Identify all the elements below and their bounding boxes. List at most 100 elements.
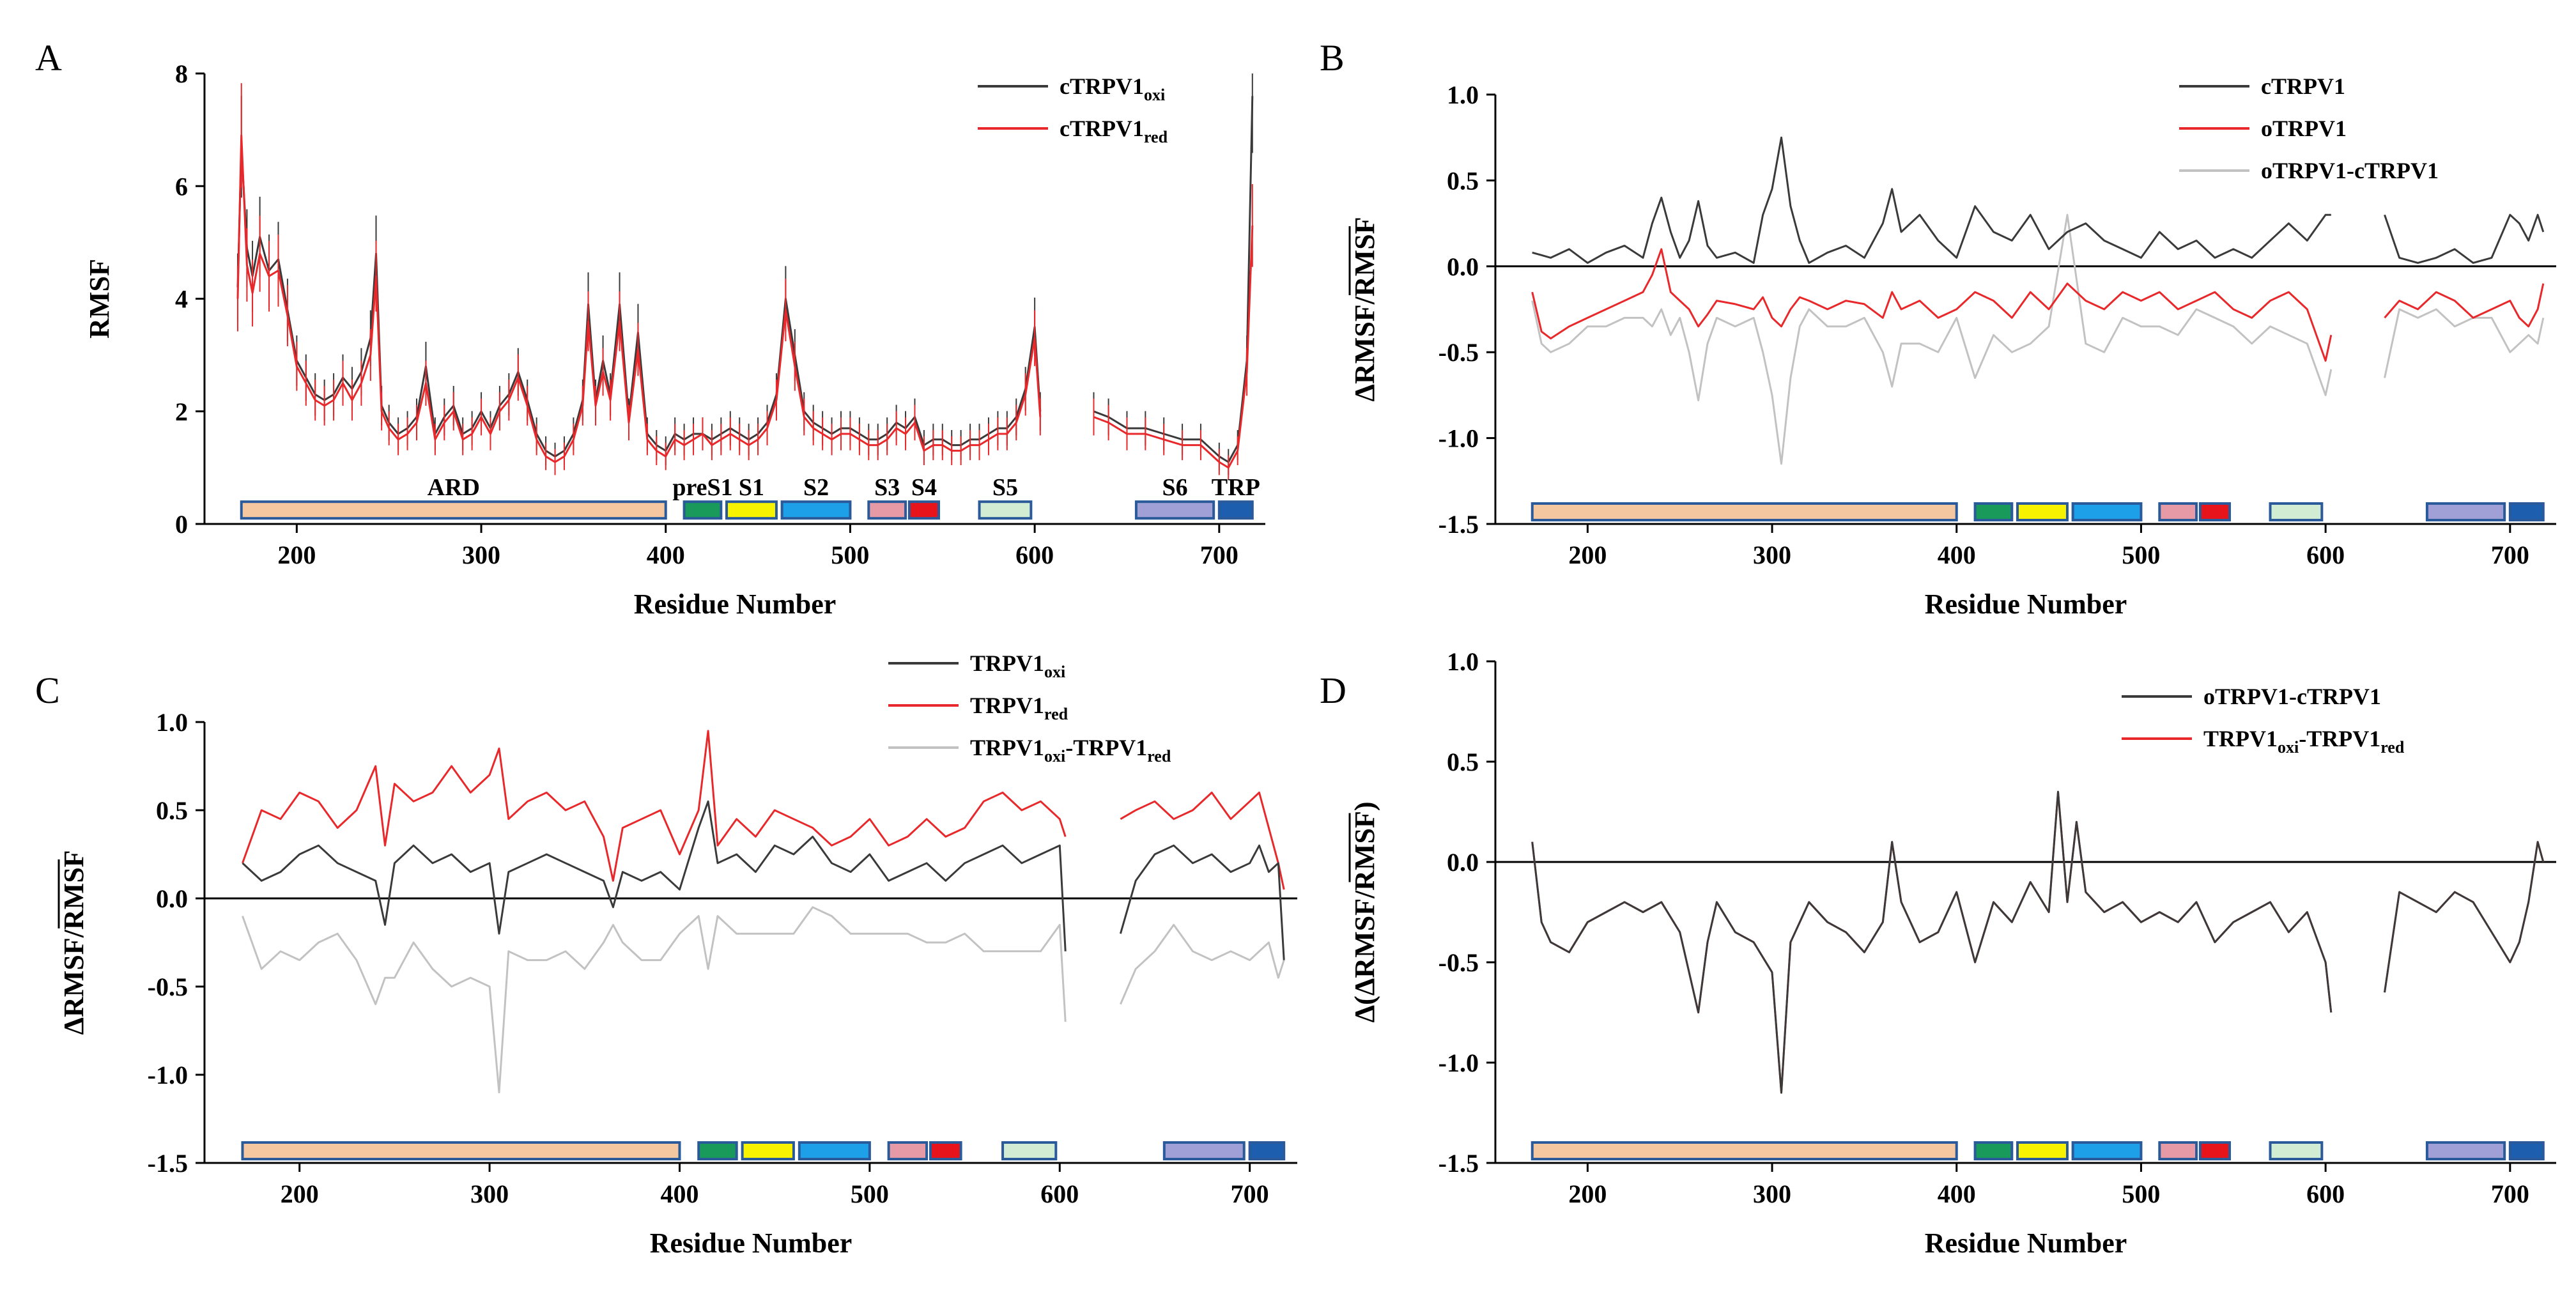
x-tick-label: 300 (470, 1180, 509, 1208)
x-tick-label: 600 (1015, 541, 1054, 569)
domain-bar-s6 (1134, 500, 1215, 520)
y-tick-label: 1.0 (156, 708, 188, 737)
domain-bar-trp (1248, 1141, 1286, 1160)
domain-bar-s4 (2198, 502, 2232, 521)
panel-letter: C (35, 670, 60, 711)
x-tick-label: 300 (1753, 541, 1791, 569)
domain-bar-s1 (2016, 502, 2069, 521)
domain-bar-s1 (725, 500, 778, 520)
x-axis-title: Residue Number (634, 588, 837, 620)
y-tick-label: 8 (175, 59, 188, 88)
legend-entry: TRPV1oxi-TRPV1red (2203, 726, 2405, 757)
x-tick-label: 400 (1938, 1180, 1976, 1208)
series-line (242, 800, 1285, 960)
legend-entry: TRPV1red (970, 693, 1068, 723)
domain-bar-trp (2508, 1141, 2545, 1160)
domain-bar-s1 (741, 1141, 795, 1160)
legend-entry: oTRPV1-cTRPV1 (2261, 158, 2439, 183)
legend-entry: TRPV1oxi-TRPV1red (970, 735, 1171, 765)
panel-d: D 200 300 400 500 600 700 -1.5 -1.0 -0.5 0.0 0.5 1.0… (1320, 647, 2556, 1259)
legend-entry: cTRPV1red (1060, 116, 1168, 146)
domain-bar-trp (1217, 500, 1254, 520)
x-tick-label: 500 (2122, 1180, 2160, 1208)
x-tick-label: 200 (281, 1180, 319, 1208)
domain-bar-s2 (780, 500, 852, 520)
y-tick-label: 0.0 (1447, 252, 1479, 281)
x-tick-label: 500 (851, 1180, 889, 1208)
y-tick-label: 0 (175, 510, 188, 539)
domain-bar-ard (1531, 502, 1958, 521)
y-axis-title: Δ(ΔRMSF/RMSF) (1349, 801, 1380, 1022)
domain-bar-s3 (887, 1141, 929, 1160)
domain-bar-pres1 (1973, 502, 2014, 521)
y-tick-label: 0.0 (156, 884, 188, 913)
series-line (1531, 213, 2545, 465)
x-tick-label: 400 (1938, 541, 1976, 569)
x-tick-label: 700 (2491, 1180, 2529, 1208)
y-tick-label: 4 (175, 285, 188, 314)
x-tick-label: 700 (2491, 541, 2529, 569)
x-tick-label: 500 (2122, 541, 2160, 569)
panel-letter: A (35, 37, 62, 79)
domain-bar-s5 (2269, 502, 2324, 521)
domain-bar-ard (241, 1141, 681, 1160)
domain-bar-s4 (929, 1141, 962, 1160)
series-line (1532, 136, 2545, 264)
domain-label-s1: S1 (739, 474, 764, 501)
x-tick-label: 500 (831, 541, 869, 569)
domain-label-pres1: preS1 (672, 474, 732, 501)
y-tick-label: -1.5 (1438, 1149, 1479, 1178)
x-tick-label: 200 (1568, 541, 1607, 569)
domain-label-s3: S3 (874, 474, 900, 501)
domain-label-s6: S6 (1162, 474, 1187, 501)
x-tick-label: 600 (2306, 1180, 2345, 1208)
y-tick-label: 6 (175, 172, 188, 201)
domain-label-ard: ARD (428, 474, 480, 501)
y-tick-label: -1.0 (1438, 1049, 1479, 1077)
domain-bar-trp (2508, 502, 2545, 521)
panel-b: B 200 300 400 500 600 700 -1.5 -1.0 -0.5 0.0 0.5 1.0… (1320, 37, 2556, 620)
domain-bar-s6 (1162, 1141, 1246, 1160)
legend-entry: cTRPV1 (2261, 73, 2345, 99)
y-tick-label: 0.5 (1447, 748, 1479, 776)
domain-bar-s5 (978, 500, 1033, 520)
domain-bar-pres1 (697, 1141, 738, 1160)
y-tick-label: -1.0 (148, 1061, 188, 1089)
x-tick-label: 700 (1231, 1180, 1269, 1208)
series-line (1531, 248, 2545, 362)
panel-a: A 200 300 400 500 600 700 0 2 4 6 8 Residue Number RM… (35, 37, 1265, 620)
y-tick-label: 0.5 (156, 796, 188, 825)
domain-label-s2: S2 (803, 474, 829, 501)
y-tick-label: 0.5 (1447, 166, 1479, 195)
domain-bar-pres1 (1973, 1141, 2014, 1160)
domain-bar-s2 (2071, 502, 2143, 521)
x-tick-label: 200 (1568, 1180, 1607, 1208)
domain-label-s5: S5 (992, 474, 1018, 501)
y-tick-label: -1.5 (1438, 510, 1479, 539)
y-tick-label: 2 (175, 397, 188, 426)
domain-bar-s1 (2016, 1141, 2069, 1160)
domain-bar-s3 (2158, 502, 2198, 521)
series-line (1531, 790, 2545, 1094)
x-axis-title: Residue Number (1925, 1227, 2127, 1259)
x-tick-label: 600 (1040, 1180, 1079, 1208)
domain-bar-s6 (2425, 1141, 2506, 1160)
y-tick-label: 0.0 (1447, 848, 1479, 877)
y-tick-label: -1.5 (148, 1149, 188, 1178)
y-axis-title: ΔRMSF/RMSF (58, 850, 89, 1034)
x-axis-title: Residue Number (1925, 588, 2127, 620)
legend-entry: oTRPV1-cTRPV1 (2203, 684, 2381, 709)
domain-bar-s3 (2158, 1141, 2198, 1160)
domain-label-s4: S4 (911, 474, 937, 501)
domain-bar-s4 (907, 500, 941, 520)
domain-bar-s4 (2198, 1141, 2232, 1160)
domain-bar-s2 (2071, 1141, 2143, 1160)
domain-bar-s6 (2425, 502, 2506, 521)
series-line (236, 134, 1254, 469)
y-axis-title: RMSF (84, 259, 115, 339)
panel-letter: D (1320, 670, 1346, 711)
x-tick-label: 400 (647, 541, 685, 569)
series-line (242, 906, 1285, 1094)
